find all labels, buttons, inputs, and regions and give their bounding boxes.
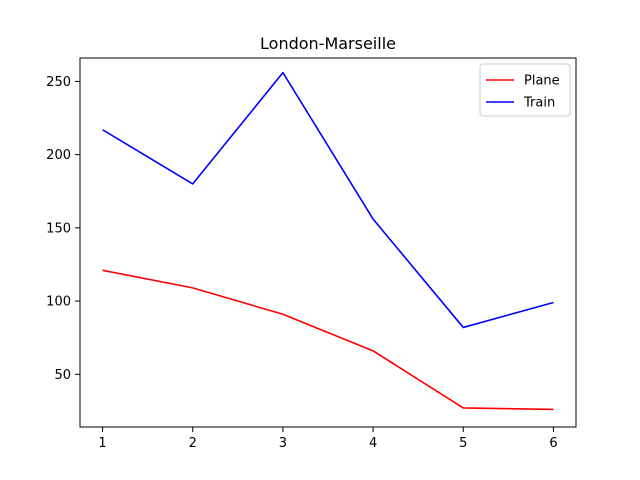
x-tick-label: 5 — [459, 436, 467, 451]
y-tick-label: 200 — [46, 148, 71, 163]
series-layer — [102, 71, 554, 411]
x-tick-label: 4 — [369, 436, 377, 451]
plot-area — [79, 57, 577, 428]
y-tick-label: 50 — [54, 368, 71, 383]
y-tick-label: 100 — [46, 295, 71, 310]
plot-frame — [79, 57, 577, 428]
legend-box — [479, 63, 571, 117]
legend-label-train: Train — [523, 96, 555, 111]
series-line-plane — [102, 269, 554, 411]
legend: Plane Train — [479, 63, 571, 117]
x-tick-label: 3 — [279, 436, 287, 451]
x-tick-label: 2 — [189, 436, 197, 451]
y-axis: 50 100 150 200 250 — [46, 75, 80, 383]
y-tick-label: 150 — [46, 221, 71, 236]
chart-title: London-Marseille — [260, 34, 396, 53]
x-tick-label: 6 — [549, 436, 557, 451]
series-line-train — [102, 71, 554, 329]
x-axis: 1 2 3 4 5 6 — [98, 427, 558, 451]
legend-label-plane: Plane — [524, 74, 560, 89]
x-tick-label: 1 — [98, 436, 106, 451]
y-tick-label: 250 — [46, 75, 71, 90]
